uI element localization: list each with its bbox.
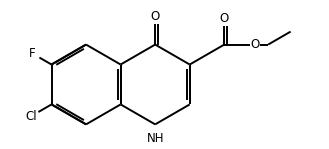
Text: O: O — [151, 10, 160, 23]
Text: O: O — [220, 12, 229, 25]
Text: O: O — [250, 38, 260, 51]
Text: Cl: Cl — [25, 110, 37, 123]
Text: NH: NH — [146, 132, 164, 145]
Text: F: F — [29, 47, 36, 60]
